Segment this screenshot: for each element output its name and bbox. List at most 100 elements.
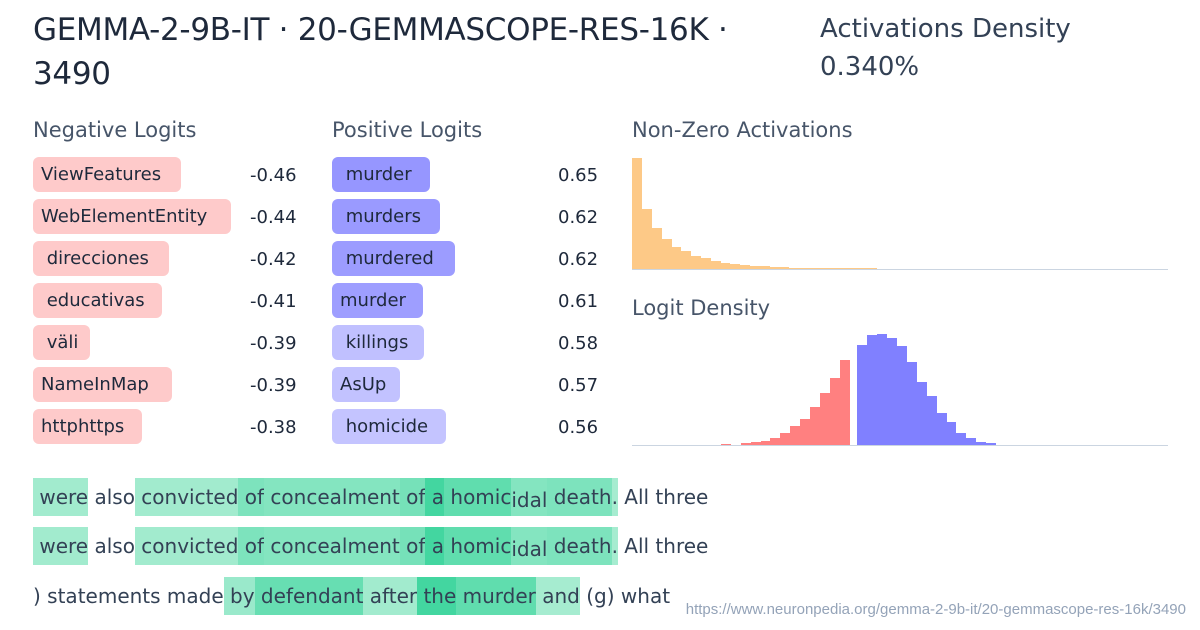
histogram-bar: [730, 264, 741, 269]
token[interactable]: homic: [444, 478, 512, 516]
positive_logits-value: 0.65: [558, 165, 599, 186]
source-url: https://www.neuronpedia.org/gemma-2-9b-i…: [685, 601, 1186, 618]
logit-density-histogram: [632, 334, 1168, 446]
token[interactable]: of: [238, 478, 265, 516]
token[interactable]: concealment: [264, 478, 400, 516]
activation-example-3: ) statements made by defendant after the…: [33, 577, 670, 615]
activation-example-1: were also convicted of concealment of a …: [33, 478, 708, 516]
token[interactable]: were: [33, 527, 89, 565]
token[interactable]: also: [88, 485, 135, 509]
token[interactable]: .: [611, 478, 618, 516]
positive_logits-value: 0.62: [558, 207, 599, 228]
negative_logits-token[interactable]: direcciones: [33, 241, 169, 276]
histogram-bar: [720, 262, 731, 269]
token[interactable]: made: [160, 584, 224, 608]
histogram-bar: [828, 268, 839, 269]
negative_logits-row: ViewFeatures -0.46: [33, 156, 303, 198]
token[interactable]: concealment: [264, 527, 400, 565]
negative_logits-row: WebElementEntity -0.44: [33, 198, 303, 240]
histogram-bar: [641, 209, 653, 269]
token[interactable]: idal: [511, 527, 548, 565]
token[interactable]: (: [579, 584, 595, 608]
token[interactable]: death: [547, 478, 612, 516]
negative_logits-value: -0.39: [250, 333, 297, 354]
token[interactable]: statements: [40, 584, 161, 608]
token[interactable]: also: [88, 534, 135, 558]
histogram-bar: [681, 251, 692, 269]
positive-density-bar: [916, 381, 927, 445]
token[interactable]: of: [238, 527, 265, 565]
positive_logits-row: murders 0.62: [332, 198, 602, 240]
token[interactable]: g: [594, 584, 607, 608]
token[interactable]: convicted: [134, 478, 239, 516]
positive_logits-value: 0.58: [558, 333, 599, 354]
negative-logits-list: ViewFeatures -0.46 WebElementEntity -0.44 d…: [33, 156, 303, 450]
token[interactable]: convicted: [134, 527, 239, 565]
positive_logits-token[interactable]: homicide: [332, 409, 446, 444]
negative_logits-value: -0.44: [250, 207, 297, 228]
token[interactable]: ): [33, 584, 41, 608]
positive_logits-row: murdered 0.62: [332, 240, 602, 282]
positive_logits-token[interactable]: murder: [332, 283, 423, 318]
negative_logits-row: educativas -0.41: [33, 282, 303, 324]
token[interactable]: after: [363, 577, 418, 615]
token[interactable]: .: [611, 527, 618, 565]
positive-density-bar: [857, 345, 868, 445]
positive-logits-heading: Positive Logits: [332, 118, 483, 142]
positive-density-bar: [946, 421, 957, 445]
negative-density-bar: [819, 392, 831, 445]
token[interactable]: of: [399, 478, 426, 516]
positive_logits-token[interactable]: murdered: [332, 241, 455, 276]
activation-example-2: were also convicted of concealment of a …: [33, 527, 708, 565]
negative_logits-token[interactable]: WebElementEntity: [33, 199, 231, 234]
token[interactable]: a: [425, 527, 445, 565]
logit-density-heading: Logit Density: [632, 296, 771, 320]
token[interactable]: murder: [456, 577, 536, 615]
positive-density-bar: [866, 335, 878, 445]
token[interactable]: idal: [511, 478, 548, 516]
token[interactable]: and: [535, 577, 580, 615]
positive_logits-token[interactable]: murders: [332, 199, 440, 234]
x-axis: [632, 445, 1168, 446]
positive_logits-value: 0.56: [558, 417, 599, 438]
negative_logits-token[interactable]: ViewFeatures: [33, 157, 181, 192]
token[interactable]: of: [399, 527, 426, 565]
negative-density-bar: [750, 442, 761, 445]
positive-density-bar: [975, 441, 987, 445]
positive_logits-row: killings 0.58: [332, 324, 602, 366]
token[interactable]: death: [547, 527, 612, 565]
negative-density-bar: [829, 378, 841, 445]
histogram-bar: [788, 267, 800, 269]
negative_logits-row: httphttps -0.38: [33, 408, 303, 450]
histogram-bar: [710, 260, 721, 269]
negative_logits-token[interactable]: väli: [33, 325, 90, 360]
negative-logits-heading: Negative Logits: [33, 118, 197, 142]
positive_logits-token[interactable]: AsUp: [332, 367, 400, 402]
positive_logits-token[interactable]: murder: [332, 157, 430, 192]
negative_logits-token[interactable]: httphttps: [33, 409, 142, 444]
token[interactable]: the: [417, 577, 457, 615]
negative_logits-token[interactable]: educativas: [33, 283, 162, 318]
negative-density-bar: [720, 444, 732, 445]
positive_logits-row: murder 0.65: [332, 156, 602, 198]
histogram-bar: [857, 268, 868, 269]
negative_logits-value: -0.41: [250, 291, 297, 312]
token[interactable]: a: [425, 478, 445, 516]
token[interactable]: All: [617, 485, 650, 509]
token[interactable]: ): [606, 584, 615, 608]
histogram-bar: [769, 267, 780, 269]
positive_logits-row: murder 0.61: [332, 282, 602, 324]
positive_logits-token[interactable]: killings: [332, 325, 424, 360]
positive_logits-row: homicide 0.56: [332, 408, 602, 450]
token[interactable]: by: [223, 577, 255, 615]
token[interactable]: three: [649, 485, 709, 509]
token[interactable]: three: [649, 534, 709, 558]
token[interactable]: All: [617, 534, 650, 558]
token[interactable]: homic: [444, 527, 512, 565]
histogram-bar: [749, 265, 760, 269]
negative_logits-row: direcciones -0.42: [33, 240, 303, 282]
negative_logits-token[interactable]: NameInMap: [33, 367, 172, 402]
token[interactable]: were: [33, 478, 89, 516]
token[interactable]: defendant: [254, 577, 364, 615]
token[interactable]: what: [614, 584, 671, 608]
